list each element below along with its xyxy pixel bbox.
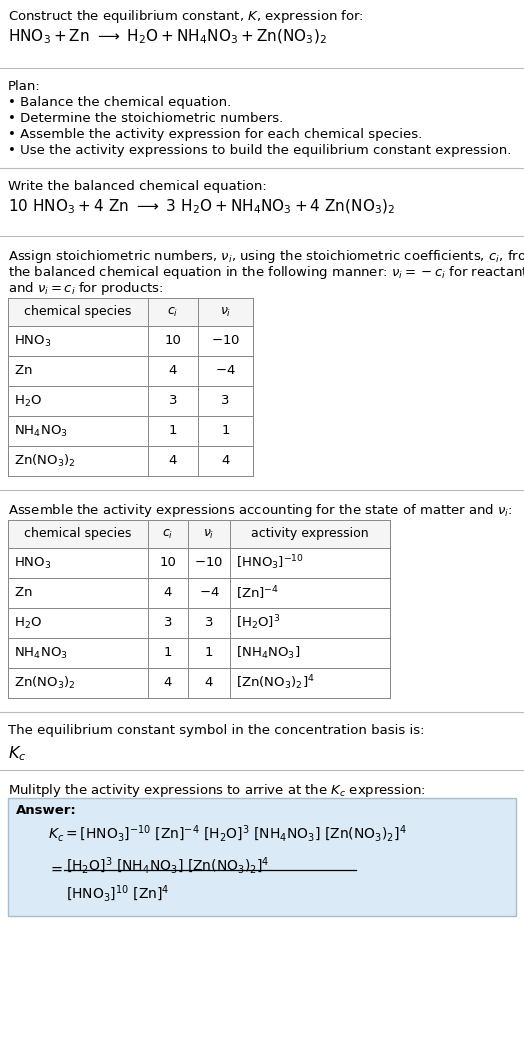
- Text: Mulitply the activity expressions to arrive at the $K_c$ expression:: Mulitply the activity expressions to arr…: [8, 782, 426, 799]
- Text: and $\nu_i = c_i$ for products:: and $\nu_i = c_i$ for products:: [8, 280, 163, 297]
- Text: Plan:: Plan:: [8, 80, 41, 93]
- Text: $[\mathrm{HNO_3}]^{10}\ [\mathrm{Zn}]^4$: $[\mathrm{HNO_3}]^{10}\ [\mathrm{Zn}]^4$: [66, 884, 169, 905]
- Text: $K_c = [\mathrm{HNO_3}]^{-10}\ [\mathrm{Zn}]^{-4}\ [\mathrm{H_2O}]^3\ [\mathrm{N: $K_c = [\mathrm{HNO_3}]^{-10}\ [\mathrm{…: [48, 824, 407, 844]
- Text: The equilibrium constant symbol in the concentration basis is:: The equilibrium constant symbol in the c…: [8, 723, 424, 737]
- Text: $K_c$: $K_c$: [8, 744, 26, 763]
- Text: $\mathrm{H_2O}$: $\mathrm{H_2O}$: [14, 615, 42, 631]
- Text: $\mathrm{H_2O}$: $\mathrm{H_2O}$: [14, 393, 42, 408]
- Text: $\mathrm{HNO_3 + Zn\ \longrightarrow\ H_2O + NH_4NO_3 + Zn(NO_3)_2}$: $\mathrm{HNO_3 + Zn\ \longrightarrow\ H_…: [8, 28, 327, 47]
- Bar: [8, 446, 253, 476]
- Text: $\mathrm{HNO_3}$: $\mathrm{HNO_3}$: [14, 333, 51, 349]
- Text: 4: 4: [169, 364, 177, 378]
- Text: 4: 4: [164, 677, 172, 689]
- Text: Assemble the activity expressions accounting for the state of matter and $\nu_i$: Assemble the activity expressions accoun…: [8, 502, 512, 519]
- Text: chemical species: chemical species: [24, 305, 132, 319]
- Bar: [8, 638, 390, 668]
- Text: $-4$: $-4$: [199, 586, 220, 600]
- Text: 4: 4: [221, 455, 230, 467]
- Text: $-10$: $-10$: [211, 334, 240, 348]
- Text: $c_i$: $c_i$: [162, 528, 173, 540]
- Text: 3: 3: [163, 616, 172, 630]
- Text: Answer:: Answer:: [16, 804, 77, 817]
- Bar: [8, 520, 390, 548]
- Text: $\mathrm{NH_4NO_3}$: $\mathrm{NH_4NO_3}$: [14, 424, 68, 438]
- Bar: [8, 326, 253, 356]
- Text: $\mathrm{Zn}$: $\mathrm{Zn}$: [14, 364, 32, 378]
- Text: 3: 3: [205, 616, 213, 630]
- Text: 3: 3: [221, 395, 230, 407]
- Text: $\mathrm{NH_4NO_3}$: $\mathrm{NH_4NO_3}$: [14, 645, 68, 661]
- Text: $\nu_i$: $\nu_i$: [220, 305, 231, 319]
- Text: Write the balanced chemical equation:: Write the balanced chemical equation:: [8, 180, 267, 193]
- Text: $\mathrm{10\ HNO_3 + 4\ Zn\ \longrightarrow\ 3\ H_2O + NH_4NO_3 + 4\ Zn(NO_3)_2}: $\mathrm{10\ HNO_3 + 4\ Zn\ \longrightar…: [8, 198, 395, 217]
- Text: 4: 4: [205, 677, 213, 689]
- FancyBboxPatch shape: [8, 798, 516, 916]
- Text: • Use the activity expressions to build the equilibrium constant expression.: • Use the activity expressions to build …: [8, 144, 511, 157]
- Text: chemical species: chemical species: [24, 528, 132, 540]
- Bar: [8, 298, 253, 326]
- Text: $c_i$: $c_i$: [167, 305, 179, 319]
- Text: 1: 1: [163, 646, 172, 660]
- Text: Construct the equilibrium constant, $K$, expression for:: Construct the equilibrium constant, $K$,…: [8, 8, 364, 25]
- Text: 1: 1: [169, 425, 177, 437]
- Text: • Determine the stoichiometric numbers.: • Determine the stoichiometric numbers.: [8, 112, 283, 125]
- Text: $=$: $=$: [48, 861, 63, 875]
- Bar: [8, 608, 390, 638]
- Bar: [8, 356, 253, 386]
- Text: $[\mathrm{HNO_3}]^{-10}$: $[\mathrm{HNO_3}]^{-10}$: [236, 554, 304, 573]
- Text: • Assemble the activity expression for each chemical species.: • Assemble the activity expression for e…: [8, 128, 422, 141]
- Text: 4: 4: [164, 586, 172, 600]
- Text: $-4$: $-4$: [215, 364, 236, 378]
- Text: 1: 1: [205, 646, 213, 660]
- Text: 3: 3: [169, 395, 177, 407]
- Text: activity expression: activity expression: [251, 528, 369, 540]
- Text: $[\mathrm{Zn}]^{-4}$: $[\mathrm{Zn}]^{-4}$: [236, 584, 279, 602]
- Text: $[\mathrm{Zn(NO_3)_2}]^{4}$: $[\mathrm{Zn(NO_3)_2}]^{4}$: [236, 674, 315, 692]
- Text: $\mathrm{Zn}$: $\mathrm{Zn}$: [14, 586, 32, 600]
- Text: $\mathrm{Zn(NO_3)_2}$: $\mathrm{Zn(NO_3)_2}$: [14, 453, 75, 469]
- Text: the balanced chemical equation in the following manner: $\nu_i = -c_i$ for react: the balanced chemical equation in the fo…: [8, 264, 524, 281]
- Bar: [8, 386, 253, 416]
- Text: 10: 10: [165, 334, 181, 348]
- Text: 4: 4: [169, 455, 177, 467]
- Text: $[\mathrm{H_2O}]^3\ [\mathrm{NH_4NO_3}]\ [\mathrm{Zn(NO_3)_2}]^4$: $[\mathrm{H_2O}]^3\ [\mathrm{NH_4NO_3}]\…: [66, 856, 269, 877]
- Text: $\nu_i$: $\nu_i$: [203, 528, 215, 540]
- Bar: [8, 548, 390, 578]
- Bar: [8, 416, 253, 446]
- Text: 10: 10: [160, 557, 177, 569]
- Text: $[\mathrm{NH_4NO_3}]$: $[\mathrm{NH_4NO_3}]$: [236, 645, 300, 661]
- Text: Assign stoichiometric numbers, $\nu_i$, using the stoichiometric coefficients, $: Assign stoichiometric numbers, $\nu_i$, …: [8, 248, 524, 265]
- Bar: [8, 668, 390, 699]
- Text: • Balance the chemical equation.: • Balance the chemical equation.: [8, 96, 231, 109]
- Text: $\mathrm{HNO_3}$: $\mathrm{HNO_3}$: [14, 556, 51, 570]
- Bar: [8, 578, 390, 608]
- Text: 1: 1: [221, 425, 230, 437]
- Text: $-10$: $-10$: [194, 557, 224, 569]
- Text: $\mathrm{Zn(NO_3)_2}$: $\mathrm{Zn(NO_3)_2}$: [14, 675, 75, 691]
- Text: $[\mathrm{H_2O}]^{3}$: $[\mathrm{H_2O}]^{3}$: [236, 613, 280, 632]
